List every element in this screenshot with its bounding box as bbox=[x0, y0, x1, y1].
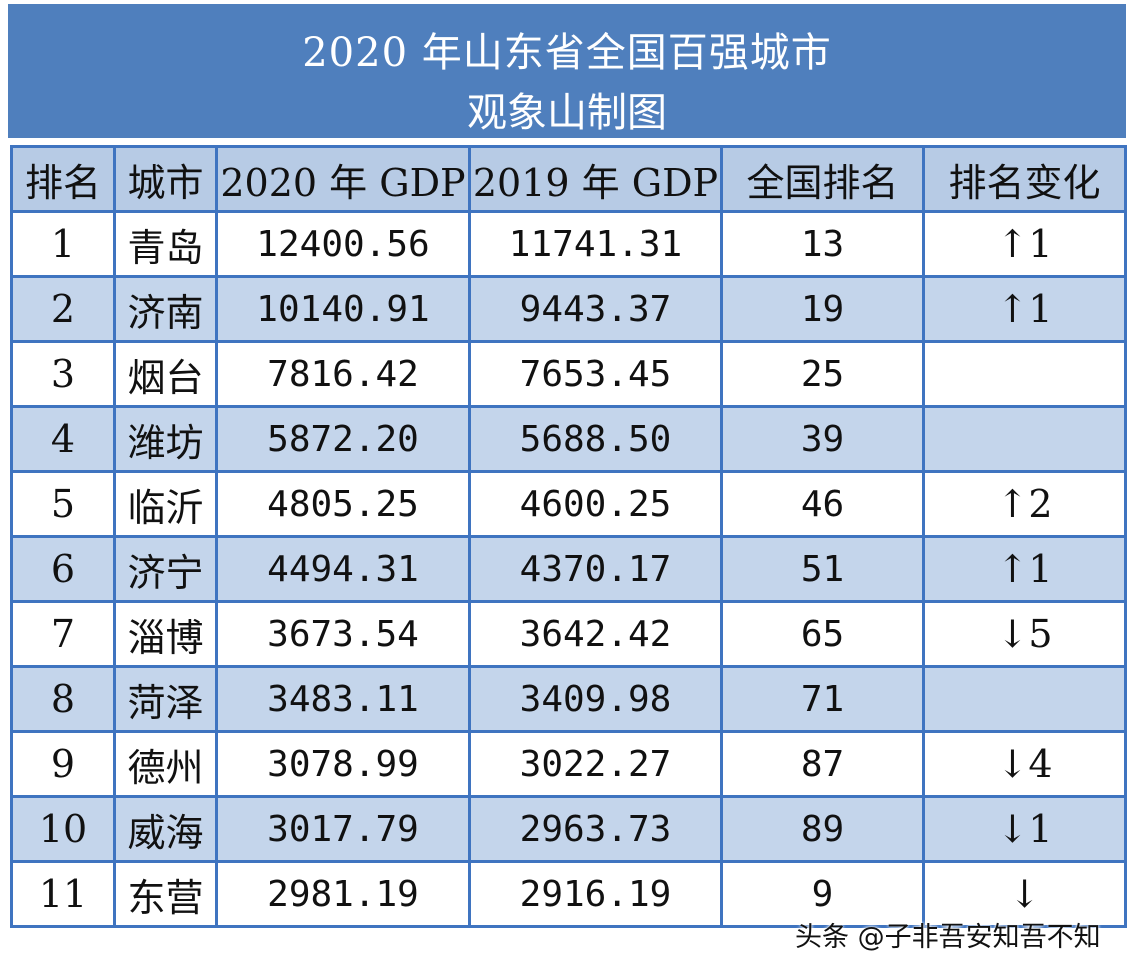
cell-gdp-2019: 2916.19 bbox=[468, 860, 723, 928]
cell-gdp-2020: 3017.79 bbox=[215, 795, 471, 863]
cell-gdp-2019: 7653.45 bbox=[468, 340, 723, 408]
cell-national-rank: 9 bbox=[720, 860, 925, 928]
cell-national-rank: 51 bbox=[720, 535, 925, 603]
cell-rank: 4 bbox=[10, 405, 116, 473]
cell-gdp-2019: 3022.27 bbox=[468, 730, 723, 798]
cell-gdp-2020: 4805.25 bbox=[215, 470, 471, 538]
cell-gdp-2019: 2963.73 bbox=[468, 795, 723, 863]
cell-gdp-2019: 3409.98 bbox=[468, 665, 723, 733]
cell-gdp-2019: 3642.42 bbox=[468, 600, 723, 668]
cell-national-rank: 13 bbox=[720, 210, 925, 278]
cell-rank-change bbox=[922, 665, 1127, 733]
cell-city: 淄博 bbox=[113, 600, 218, 668]
cell-gdp-2020: 3078.99 bbox=[215, 730, 471, 798]
table-row: 7 淄博 3673.54 3642.42 65 ↓5 bbox=[10, 600, 1127, 668]
cell-city: 济宁 bbox=[113, 535, 218, 603]
cell-gdp-2020: 7816.42 bbox=[215, 340, 471, 408]
cell-city: 东营 bbox=[113, 860, 218, 928]
cell-gdp-2019: 4370.17 bbox=[468, 535, 723, 603]
cell-rank: 8 bbox=[10, 665, 116, 733]
cell-rank-change: ↑1 bbox=[922, 535, 1127, 603]
cell-rank: 6 bbox=[10, 535, 116, 603]
cell-national-rank: 46 bbox=[720, 470, 925, 538]
cell-city: 菏泽 bbox=[113, 665, 218, 733]
cell-rank: 10 bbox=[10, 795, 116, 863]
cell-rank-change: ↓4 bbox=[922, 730, 1127, 798]
table-row: 10 威海 3017.79 2963.73 89 ↓1 bbox=[10, 795, 1127, 863]
cell-rank: 3 bbox=[10, 340, 116, 408]
cell-gdp-2020: 3673.54 bbox=[215, 600, 471, 668]
table-row: 3 烟台 7816.42 7653.45 25 bbox=[10, 340, 1127, 408]
cell-rank-change: ↑1 bbox=[922, 210, 1127, 278]
cell-rank: 1 bbox=[10, 210, 116, 278]
cell-gdp-2020: 12400.56 bbox=[215, 210, 471, 278]
cell-national-rank: 71 bbox=[720, 665, 925, 733]
cell-gdp-2020: 4494.31 bbox=[215, 535, 471, 603]
cell-city: 德州 bbox=[113, 730, 218, 798]
cell-national-rank: 25 bbox=[720, 340, 925, 408]
cell-gdp-2020: 3483.11 bbox=[215, 665, 471, 733]
cell-gdp-2020: 5872.20 bbox=[215, 405, 471, 473]
header-rank-change: 排名变化 bbox=[922, 145, 1127, 213]
cell-rank: 7 bbox=[10, 600, 116, 668]
table-row: 1 青岛 12400.56 11741.31 13 ↑1 bbox=[10, 210, 1127, 278]
table-row: 6 济宁 4494.31 4370.17 51 ↑1 bbox=[10, 535, 1127, 603]
cell-national-rank: 39 bbox=[720, 405, 925, 473]
cell-gdp-2019: 4600.25 bbox=[468, 470, 723, 538]
cell-gdp-2019: 5688.50 bbox=[468, 405, 723, 473]
cell-city: 青岛 bbox=[113, 210, 218, 278]
cell-national-rank: 87 bbox=[720, 730, 925, 798]
cell-gdp-2020: 2981.19 bbox=[215, 860, 471, 928]
cell-gdp-2019: 11741.31 bbox=[468, 210, 723, 278]
cell-rank: 11 bbox=[10, 860, 116, 928]
header-national-rank: 全国排名 bbox=[720, 145, 925, 213]
cell-rank-change: ↓5 bbox=[922, 600, 1127, 668]
cell-rank-change: ↑1 bbox=[922, 275, 1127, 343]
cell-national-rank: 65 bbox=[720, 600, 925, 668]
header-gdp-2019: 2019 年 GDP bbox=[468, 145, 723, 213]
cell-national-rank: 19 bbox=[720, 275, 925, 343]
table-row: 2 济南 10140.91 9443.37 19 ↑1 bbox=[10, 275, 1127, 343]
table-row: 8 菏泽 3483.11 3409.98 71 bbox=[10, 665, 1127, 733]
cell-rank-change bbox=[922, 405, 1127, 473]
cell-rank: 9 bbox=[10, 730, 116, 798]
table-row: 5 临沂 4805.25 4600.25 46 ↑2 bbox=[10, 470, 1127, 538]
header-row: 排名 城市 2020 年 GDP 2019 年 GDP 全国排名 排名变化 bbox=[10, 145, 1127, 213]
title-band: 2020 年山东省全国百强城市 观象山制图 bbox=[8, 4, 1126, 138]
cell-national-rank: 89 bbox=[720, 795, 925, 863]
cell-rank: 5 bbox=[10, 470, 116, 538]
cell-rank-change: ↓ bbox=[922, 860, 1127, 928]
watermark: 头条 @子非吾安知吾不知 bbox=[795, 922, 1101, 953]
cell-rank-change: ↑2 bbox=[922, 470, 1127, 538]
table-row: 9 德州 3078.99 3022.27 87 ↓4 bbox=[10, 730, 1127, 798]
header-city: 城市 bbox=[113, 145, 218, 213]
cell-city: 临沂 bbox=[113, 470, 218, 538]
header-gdp-2020: 2020 年 GDP bbox=[215, 145, 471, 213]
cell-rank: 2 bbox=[10, 275, 116, 343]
table-row: 4 潍坊 5872.20 5688.50 39 bbox=[10, 405, 1127, 473]
cell-city: 济南 bbox=[113, 275, 218, 343]
cell-rank-change: ↓1 bbox=[922, 795, 1127, 863]
cell-city: 威海 bbox=[113, 795, 218, 863]
header-rank: 排名 bbox=[10, 145, 116, 213]
subtitle: 观象山制图 bbox=[467, 90, 667, 136]
cell-city: 烟台 bbox=[113, 340, 218, 408]
cell-rank-change bbox=[922, 340, 1127, 408]
table-row: 11 东营 2981.19 2916.19 9 ↓ bbox=[10, 860, 1127, 928]
cell-city: 潍坊 bbox=[113, 405, 218, 473]
title: 2020 年山东省全国百强城市 bbox=[302, 30, 832, 76]
cell-gdp-2020: 10140.91 bbox=[215, 275, 471, 343]
cell-gdp-2019: 9443.37 bbox=[468, 275, 723, 343]
